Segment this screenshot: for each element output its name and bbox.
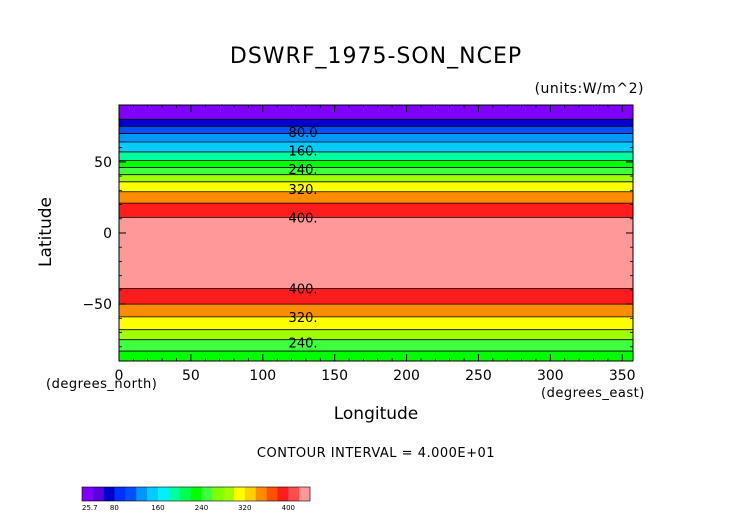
colorbar-swatch-11: [201, 487, 213, 501]
color-bands: [119, 105, 633, 361]
band-17: [119, 339, 633, 352]
contour-label-6: 320.: [289, 311, 318, 326]
units-label: (units:W/m^2): [534, 81, 644, 97]
band-4: [119, 141, 633, 152]
colorbar-swatch-18: [277, 487, 289, 501]
colorbar-swatch-2: [103, 487, 115, 501]
colorbar-swatch-8: [168, 487, 181, 501]
band-16: [119, 329, 633, 340]
colorbar: 25.7 80 160 240 320 400: [81, 486, 311, 512]
colorbar-swatch-5: [136, 487, 148, 501]
band-1: [119, 119, 633, 127]
colorbar-swatch-17: [266, 487, 278, 501]
band-13: [119, 288, 633, 305]
contour-label-3: 320.: [289, 183, 318, 198]
band-15: [119, 316, 633, 330]
colorbar-swatch-20: [299, 487, 311, 501]
colorbar-swatch-14: [234, 487, 246, 501]
colorbar-swatch-7: [158, 487, 170, 501]
x-tick-label-5: 250: [465, 368, 492, 384]
chart-title: DSWRF_1975-SON_NCEP: [229, 44, 523, 69]
x-tick-label-3: 150: [321, 368, 348, 384]
colorbar-swatch-0: [82, 487, 94, 501]
x-tick-label-7: 350: [609, 368, 636, 384]
band-0: [119, 105, 633, 120]
colorbar-swatch-19: [288, 487, 300, 501]
axis-ticks: 0 50 100 150 200 250 300 350 −50 0 50: [82, 105, 636, 384]
band-6: [119, 160, 633, 168]
colorbar-swatch-16: [255, 487, 267, 501]
band-12: [119, 217, 633, 289]
colorbar-swatch-13: [223, 487, 235, 501]
colorbar-swatch-3: [114, 487, 126, 501]
colorbar-swatch-1: [92, 487, 105, 501]
contour-label-7: 240.: [289, 337, 318, 352]
colorbar-swatch-10: [190, 487, 202, 501]
band-2: [119, 126, 633, 134]
band-9: [119, 181, 633, 192]
x-tick-label-6: 300: [537, 368, 564, 384]
band-14: [119, 304, 633, 317]
y-tick-label-1: 0: [103, 226, 112, 242]
contour-interval-label: CONTOUR INTERVAL = 4.000E+01: [256, 446, 496, 461]
colorbar-swatch-4: [125, 487, 137, 501]
contour-label-2: 240.: [289, 163, 318, 178]
colorbar-swatch-9: [179, 487, 191, 501]
contour-label-0: 80.0: [289, 126, 318, 141]
colorbar-swatch-12: [212, 487, 224, 501]
y-tick-label-0: −50: [82, 297, 112, 313]
colorbar-label-4: 320: [238, 504, 251, 512]
x-axis-label: Longitude: [333, 404, 419, 424]
colorbar-label-3: 240: [195, 504, 208, 512]
x-tick-label-2: 100: [249, 368, 276, 384]
band-3: [119, 133, 633, 142]
band-10: [119, 191, 633, 204]
y-axis-units: (degrees_north): [46, 377, 158, 392]
x-axis-units: (degrees_east): [541, 386, 645, 401]
x-tick-label-0: 0: [115, 368, 124, 384]
colorbar-border: [81, 486, 311, 502]
band-7: [119, 167, 633, 175]
colorbar-label-0: 25.7: [82, 504, 98, 512]
contour-labels: 80.0 160. 240. 320. 400. 400. 320. 240.: [289, 126, 318, 352]
contour-label-4: 400.: [289, 211, 318, 226]
colorbar-swatch-15: [244, 487, 257, 501]
band-8: [119, 174, 633, 182]
band-5: [119, 151, 633, 161]
y-tick-label-2: 50: [94, 155, 112, 171]
x-tick-label-4: 200: [393, 368, 420, 384]
band-11: [119, 203, 633, 218]
colorbar-label-1: 80: [110, 504, 119, 512]
contour-label-5: 400.: [289, 282, 318, 297]
colorbar-swatch-6: [147, 487, 159, 501]
contour-lines: [119, 118, 633, 352]
colorbar-label-2: 160: [151, 504, 164, 512]
x-tick-label-1: 50: [182, 368, 200, 384]
contour-label-1: 160.: [289, 145, 318, 160]
band-18: [119, 351, 633, 361]
colorbar-label-5: 400: [282, 504, 295, 512]
